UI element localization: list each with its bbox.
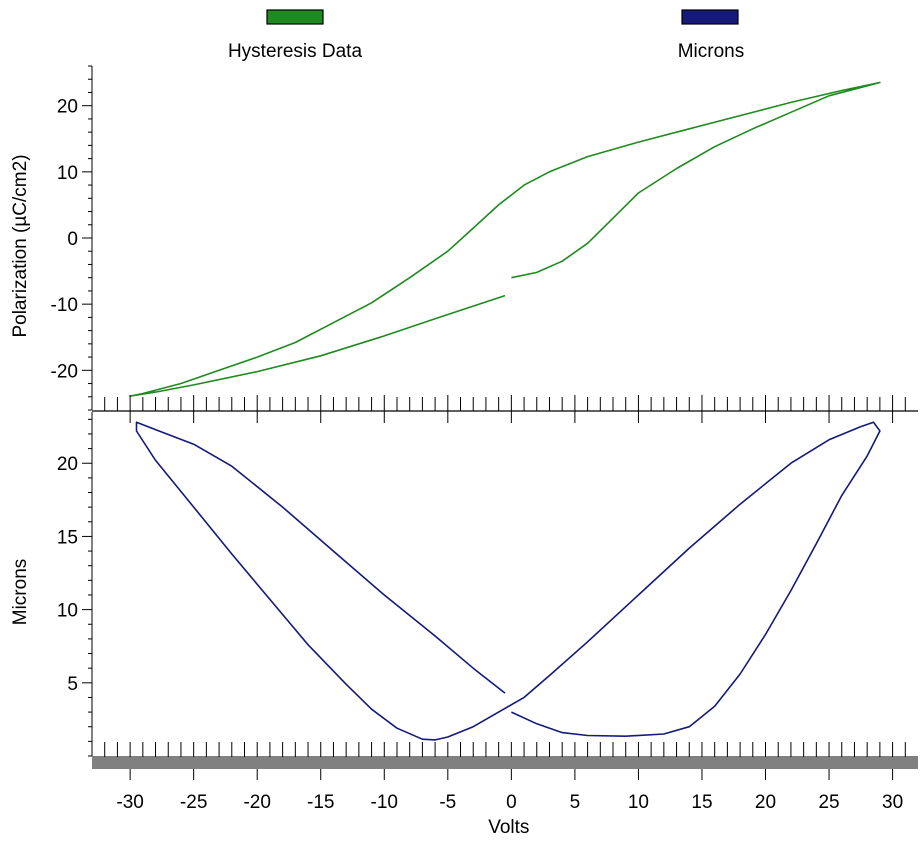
legend: Hysteresis Data Microns — [228, 9, 745, 62]
polarization-y-tick-label: 0 — [67, 229, 78, 250]
polarization-y-axis-title: Polarization (µC/cm2) — [10, 154, 31, 337]
x-tick-label: -15 — [307, 792, 334, 813]
x-tick-label: 20 — [755, 792, 776, 813]
legend-swatch-1 — [266, 9, 324, 25]
polarization-y-tick-label: 20 — [57, 97, 78, 118]
polarization-y-tick-label: 10 — [57, 163, 78, 184]
microns-y-tick-label: 15 — [57, 527, 78, 548]
x-axis-title: Volts — [488, 817, 529, 838]
polarization-y-tick-label: -10 — [51, 295, 78, 316]
legend-swatch-2 — [681, 9, 739, 25]
x-axis-band — [92, 758, 918, 769]
legend-label-1: Hysteresis Data — [228, 41, 363, 62]
x-tick-label: -10 — [371, 792, 398, 813]
x-tick-label: 30 — [882, 792, 903, 813]
microns-y-tick-label: 5 — [67, 674, 78, 695]
x-tick-label: 25 — [818, 792, 839, 813]
x-tick-label: -25 — [180, 792, 207, 813]
x-tick-label: -5 — [439, 792, 456, 813]
microns-y-tick-label: 10 — [57, 601, 78, 622]
microns-series-line — [135, 421, 881, 741]
polarization-panel: 20 10 0 -10 -20 Polarization (µC/cm2) — [10, 65, 918, 423]
microns-panel: 20 15 10 5 Microns -30 -25 -20 -15 -10 -5 0 5 10 15 20 2… — [10, 412, 918, 838]
x-tick-label: 5 — [570, 792, 581, 813]
x-tick-label: 10 — [628, 792, 649, 813]
x-tick-label: -30 — [116, 792, 143, 813]
microns-y-tick-label: 20 — [57, 454, 78, 475]
x-tick-label: 15 — [691, 792, 712, 813]
microns-y-axis-title: Microns — [10, 559, 31, 626]
legend-label-2: Microns — [678, 41, 745, 62]
x-tick-label: 0 — [506, 792, 517, 813]
x-tick-label: -20 — [243, 792, 270, 813]
polarization-y-tick-label: -20 — [51, 361, 78, 382]
polarization-series-line — [129, 81, 881, 397]
